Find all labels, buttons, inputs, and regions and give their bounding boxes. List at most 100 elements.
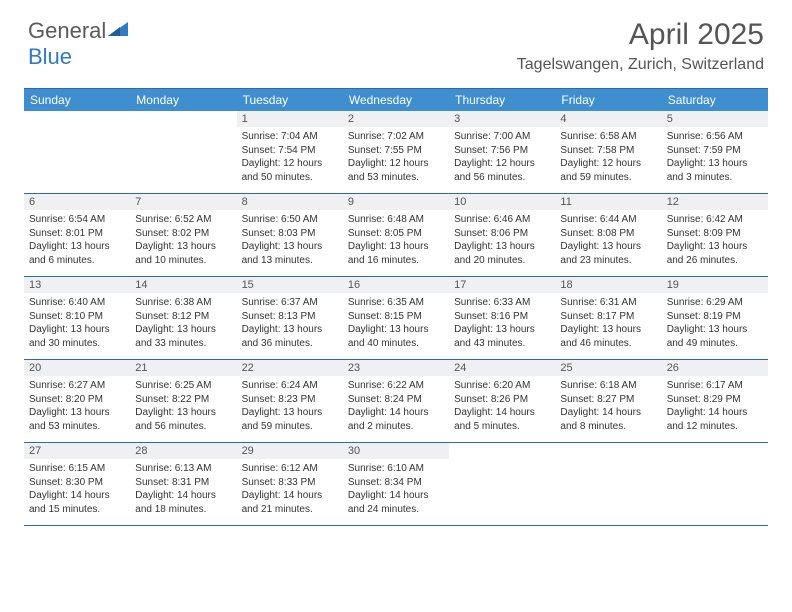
day-cell: 13Sunrise: 6:40 AMSunset: 8:10 PMDayligh… bbox=[24, 277, 130, 359]
sunrise-text: Sunrise: 6:50 AM bbox=[242, 213, 338, 227]
week-row: 6Sunrise: 6:54 AMSunset: 8:01 PMDaylight… bbox=[24, 194, 768, 277]
day-details: Sunrise: 6:56 AMSunset: 7:59 PMDaylight:… bbox=[662, 127, 768, 188]
daylight-text: Daylight: 12 hours and 56 minutes. bbox=[454, 157, 550, 184]
daylight-text: Daylight: 14 hours and 5 minutes. bbox=[454, 406, 550, 433]
sunrise-text: Sunrise: 6:46 AM bbox=[454, 213, 550, 227]
daylight-text: Daylight: 13 hours and 10 minutes. bbox=[135, 240, 231, 267]
sunrise-text: Sunrise: 6:25 AM bbox=[135, 379, 231, 393]
sunset-text: Sunset: 8:06 PM bbox=[454, 227, 550, 241]
day-details: Sunrise: 6:38 AMSunset: 8:12 PMDaylight:… bbox=[130, 293, 236, 354]
sunset-text: Sunset: 8:09 PM bbox=[667, 227, 763, 241]
brand-logo: General bbox=[28, 18, 130, 44]
day-number: 20 bbox=[24, 360, 130, 376]
day-details: Sunrise: 6:10 AMSunset: 8:34 PMDaylight:… bbox=[343, 459, 449, 520]
calendar-body: 1Sunrise: 7:04 AMSunset: 7:54 PMDaylight… bbox=[24, 111, 768, 526]
sunset-text: Sunset: 8:08 PM bbox=[560, 227, 656, 241]
daylight-text: Daylight: 13 hours and 16 minutes. bbox=[348, 240, 444, 267]
day-cell bbox=[662, 443, 768, 525]
day-details: Sunrise: 6:12 AMSunset: 8:33 PMDaylight:… bbox=[237, 459, 343, 520]
daylight-text: Daylight: 13 hours and 53 minutes. bbox=[29, 406, 125, 433]
day-cell bbox=[130, 111, 236, 193]
sunset-text: Sunset: 8:01 PM bbox=[29, 227, 125, 241]
sunset-text: Sunset: 8:05 PM bbox=[348, 227, 444, 241]
sunset-text: Sunset: 8:16 PM bbox=[454, 310, 550, 324]
day-cell: 5Sunrise: 6:56 AMSunset: 7:59 PMDaylight… bbox=[662, 111, 768, 193]
location-text: Tagelswangen, Zurich, Switzerland bbox=[517, 56, 764, 74]
sunset-text: Sunset: 8:22 PM bbox=[135, 393, 231, 407]
sunrise-text: Sunrise: 6:40 AM bbox=[29, 296, 125, 310]
day-details: Sunrise: 6:46 AMSunset: 8:06 PMDaylight:… bbox=[449, 210, 555, 271]
day-cell: 9Sunrise: 6:48 AMSunset: 8:05 PMDaylight… bbox=[343, 194, 449, 276]
day-cell: 18Sunrise: 6:31 AMSunset: 8:17 PMDayligh… bbox=[555, 277, 661, 359]
day-cell: 4Sunrise: 6:58 AMSunset: 7:58 PMDaylight… bbox=[555, 111, 661, 193]
sunrise-text: Sunrise: 6:37 AM bbox=[242, 296, 338, 310]
daylight-text: Daylight: 14 hours and 24 minutes. bbox=[348, 489, 444, 516]
day-number: 3 bbox=[449, 111, 555, 127]
day-details: Sunrise: 7:04 AMSunset: 7:54 PMDaylight:… bbox=[237, 127, 343, 188]
sunrise-text: Sunrise: 6:27 AM bbox=[29, 379, 125, 393]
sunrise-text: Sunrise: 6:42 AM bbox=[667, 213, 763, 227]
day-cell: 30Sunrise: 6:10 AMSunset: 8:34 PMDayligh… bbox=[343, 443, 449, 525]
calendar: Sunday Monday Tuesday Wednesday Thursday… bbox=[24, 88, 768, 526]
day-cell: 19Sunrise: 6:29 AMSunset: 8:19 PMDayligh… bbox=[662, 277, 768, 359]
day-details: Sunrise: 6:44 AMSunset: 8:08 PMDaylight:… bbox=[555, 210, 661, 271]
day-cell: 22Sunrise: 6:24 AMSunset: 8:23 PMDayligh… bbox=[237, 360, 343, 442]
day-cell: 20Sunrise: 6:27 AMSunset: 8:20 PMDayligh… bbox=[24, 360, 130, 442]
day-details: Sunrise: 6:18 AMSunset: 8:27 PMDaylight:… bbox=[555, 376, 661, 437]
day-number: 16 bbox=[343, 277, 449, 293]
daylight-text: Daylight: 13 hours and 33 minutes. bbox=[135, 323, 231, 350]
weekday-header: Sunday bbox=[24, 89, 130, 111]
daylight-text: Daylight: 13 hours and 26 minutes. bbox=[667, 240, 763, 267]
sunset-text: Sunset: 8:23 PM bbox=[242, 393, 338, 407]
sunset-text: Sunset: 7:56 PM bbox=[454, 144, 550, 158]
day-number: 11 bbox=[555, 194, 661, 210]
day-cell: 21Sunrise: 6:25 AMSunset: 8:22 PMDayligh… bbox=[130, 360, 236, 442]
sunset-text: Sunset: 7:54 PM bbox=[242, 144, 338, 158]
sunset-text: Sunset: 8:15 PM bbox=[348, 310, 444, 324]
day-number: 10 bbox=[449, 194, 555, 210]
sunrise-text: Sunrise: 6:48 AM bbox=[348, 213, 444, 227]
day-cell: 26Sunrise: 6:17 AMSunset: 8:29 PMDayligh… bbox=[662, 360, 768, 442]
day-cell: 28Sunrise: 6:13 AMSunset: 8:31 PMDayligh… bbox=[130, 443, 236, 525]
day-number: 12 bbox=[662, 194, 768, 210]
sunset-text: Sunset: 8:10 PM bbox=[29, 310, 125, 324]
daylight-text: Daylight: 13 hours and 56 minutes. bbox=[135, 406, 231, 433]
sunset-text: Sunset: 8:34 PM bbox=[348, 476, 444, 490]
day-cell: 10Sunrise: 6:46 AMSunset: 8:06 PMDayligh… bbox=[449, 194, 555, 276]
day-details: Sunrise: 6:37 AMSunset: 8:13 PMDaylight:… bbox=[237, 293, 343, 354]
day-number: 24 bbox=[449, 360, 555, 376]
day-number: 30 bbox=[343, 443, 449, 459]
day-cell: 2Sunrise: 7:02 AMSunset: 7:55 PMDaylight… bbox=[343, 111, 449, 193]
sunset-text: Sunset: 8:13 PM bbox=[242, 310, 338, 324]
daylight-text: Daylight: 14 hours and 8 minutes. bbox=[560, 406, 656, 433]
weekday-header: Tuesday bbox=[237, 89, 343, 111]
daylight-text: Daylight: 13 hours and 13 minutes. bbox=[242, 240, 338, 267]
day-number: 22 bbox=[237, 360, 343, 376]
daylight-text: Daylight: 14 hours and 12 minutes. bbox=[667, 406, 763, 433]
day-cell: 15Sunrise: 6:37 AMSunset: 8:13 PMDayligh… bbox=[237, 277, 343, 359]
day-cell: 3Sunrise: 7:00 AMSunset: 7:56 PMDaylight… bbox=[449, 111, 555, 193]
week-row: 1Sunrise: 7:04 AMSunset: 7:54 PMDaylight… bbox=[24, 111, 768, 194]
daylight-text: Daylight: 13 hours and 40 minutes. bbox=[348, 323, 444, 350]
weekday-header: Monday bbox=[130, 89, 236, 111]
sunrise-text: Sunrise: 6:52 AM bbox=[135, 213, 231, 227]
daylight-text: Daylight: 13 hours and 20 minutes. bbox=[454, 240, 550, 267]
brand-part2: Blue bbox=[28, 44, 72, 69]
day-number: 15 bbox=[237, 277, 343, 293]
day-cell: 23Sunrise: 6:22 AMSunset: 8:24 PMDayligh… bbox=[343, 360, 449, 442]
weekday-header: Thursday bbox=[449, 89, 555, 111]
day-cell: 27Sunrise: 6:15 AMSunset: 8:30 PMDayligh… bbox=[24, 443, 130, 525]
day-details: Sunrise: 6:13 AMSunset: 8:31 PMDaylight:… bbox=[130, 459, 236, 520]
day-cell: 7Sunrise: 6:52 AMSunset: 8:02 PMDaylight… bbox=[130, 194, 236, 276]
day-number: 7 bbox=[130, 194, 236, 210]
weekday-header: Saturday bbox=[662, 89, 768, 111]
day-number: 13 bbox=[24, 277, 130, 293]
daylight-text: Daylight: 12 hours and 59 minutes. bbox=[560, 157, 656, 184]
sunset-text: Sunset: 8:03 PM bbox=[242, 227, 338, 241]
daylight-text: Daylight: 14 hours and 2 minutes. bbox=[348, 406, 444, 433]
day-number: 25 bbox=[555, 360, 661, 376]
sunrise-text: Sunrise: 6:33 AM bbox=[454, 296, 550, 310]
sunset-text: Sunset: 7:59 PM bbox=[667, 144, 763, 158]
sunrise-text: Sunrise: 6:35 AM bbox=[348, 296, 444, 310]
daylight-text: Daylight: 13 hours and 46 minutes. bbox=[560, 323, 656, 350]
